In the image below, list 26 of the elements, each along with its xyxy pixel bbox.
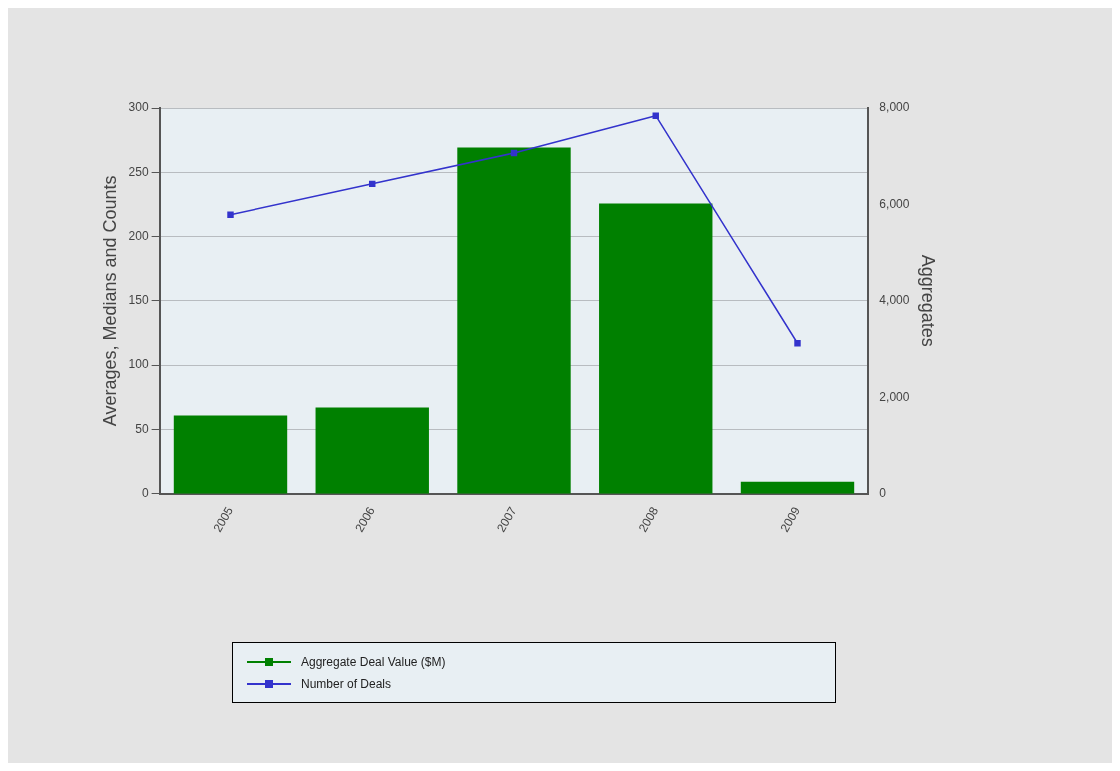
legend-label: Number of Deals [301,677,392,691]
point [227,211,234,218]
bar [599,203,713,494]
y-tick-label: 150 [128,293,149,308]
y-tick-label: 250 [128,164,149,179]
point [510,149,518,157]
y2-tick-label: 0 [879,485,887,500]
bar [457,147,571,494]
y2-tick-label: 2,000 [879,389,910,404]
point [652,112,659,119]
point [369,180,376,188]
y-axis-title: Averages, Medians and Counts [99,175,120,427]
y-tick-label: 100 [128,357,149,372]
y-tick-label: 50 [135,421,149,436]
y-tick-label: 0 [141,485,149,500]
y2-tick-label: 8,000 [879,100,910,115]
legend-label: Aggregate Deal Value ($M) [301,655,446,669]
bar [315,407,429,494]
y2-tick-label: 4,000 [879,293,910,308]
bar [740,481,855,494]
y2-axis-title: Aggregates [918,254,939,347]
bar [173,415,288,494]
point [794,340,801,347]
y2-tick-label: 6,000 [879,196,910,211]
y-tick-label: 300 [128,100,149,115]
y-tick-label: 200 [128,228,149,243]
